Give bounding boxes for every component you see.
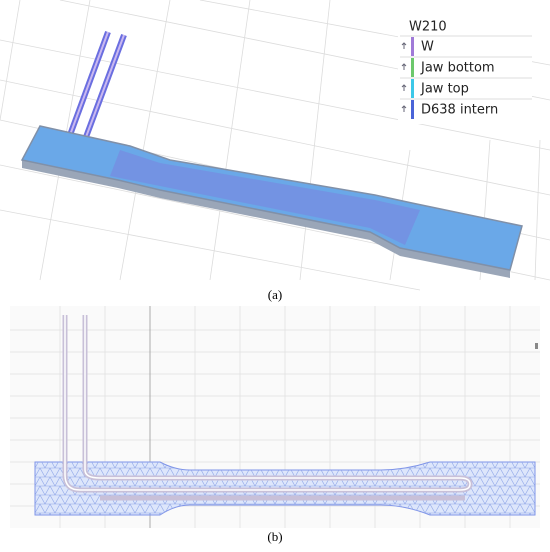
legend-label: W: [421, 40, 434, 55]
legend-swatch: [411, 79, 414, 98]
grid: [10, 306, 540, 528]
inner-channel: [110, 150, 420, 245]
caption: (a): [268, 287, 282, 302]
legend-label: D638 intern: [421, 103, 498, 118]
legend: W Jaw bottom Jaw top D638 intern: [400, 35, 532, 119]
legend-label: Jaw top: [420, 82, 469, 97]
arrow-icon: [401, 63, 407, 70]
handle: [535, 343, 538, 349]
legend-swatch: [411, 37, 414, 56]
arrow-icon: [401, 42, 407, 49]
channel-core: [64, 315, 471, 491]
arrow-icon: [401, 105, 407, 112]
legend-box: [398, 16, 532, 124]
panel-b: (b): [10, 306, 540, 544]
legend-swatch: [411, 58, 414, 77]
legend-swatch: [411, 100, 414, 119]
panel-a: W210 W Jaw bottom Jaw top D638 intern (a): [0, 0, 550, 302]
legend-title: W210: [409, 20, 447, 35]
legend-label: Jaw bottom: [420, 61, 495, 76]
caption: (b): [267, 529, 282, 544]
specimen-side: [22, 160, 510, 278]
tubes: [67, 30, 127, 139]
arrow-icon: [401, 84, 407, 91]
